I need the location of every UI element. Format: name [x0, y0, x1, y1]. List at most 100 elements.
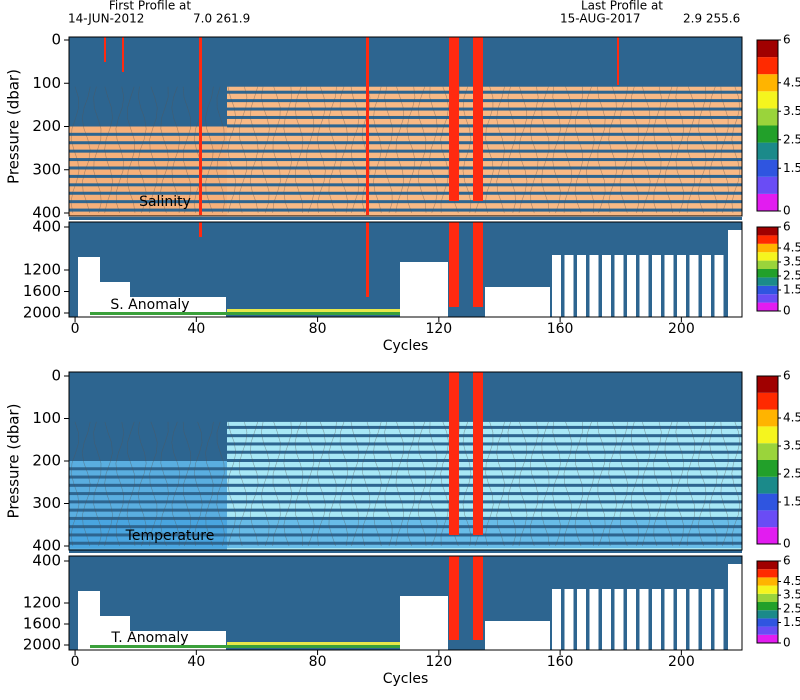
field-contour: [70, 421, 80, 547]
field-contour: [70, 86, 80, 214]
colorbar-segment: [757, 376, 778, 393]
field-stripe: [69, 191, 742, 195]
colorbar-tick-label: 6: [783, 554, 791, 568]
field-contour: [350, 421, 360, 547]
field-contour: [294, 86, 304, 214]
field-contour: [193, 86, 203, 214]
field-contour: [440, 421, 449, 547]
x-tick-label: 0: [71, 321, 80, 337]
field-region: [227, 642, 407, 646]
field-region: [552, 255, 561, 317]
field-contour: [630, 86, 640, 214]
y-tick-label: 200: [32, 452, 61, 470]
field-contour: [160, 421, 169, 547]
field-contour: [563, 421, 573, 547]
field-contour: [720, 421, 729, 547]
colorbar-tick-label: 2.5: [783, 132, 800, 146]
field-stripe: [69, 132, 742, 136]
field-contour: [384, 86, 393, 214]
y-tick-label: 1200: [23, 261, 61, 279]
field-region: [227, 309, 407, 313]
field-stripe: [227, 450, 742, 454]
field-stripe: [69, 475, 742, 479]
field-contour: [395, 86, 405, 214]
field-contour: [104, 86, 113, 214]
field-contour: [619, 86, 629, 214]
field-contour: [384, 421, 393, 547]
field-region: [485, 621, 550, 650]
field-contour: [227, 421, 237, 547]
colorbar-tick-label: 4.5: [783, 241, 800, 255]
x-tick-label: 80: [309, 654, 327, 670]
field-highlight: [104, 37, 106, 62]
colorbar-segment: [757, 561, 778, 570]
colorbar-segment: [757, 593, 778, 602]
field-highlight: [366, 37, 369, 215]
field-stripe: [69, 158, 742, 162]
field-contour: [160, 86, 169, 214]
colorbar-tick-label: 2.5: [783, 467, 800, 481]
colorbar-tick-label: 6: [783, 220, 791, 234]
colorbar-segment: [757, 277, 778, 286]
colorbar-segment: [757, 409, 778, 427]
field-contour: [709, 421, 718, 547]
colorbar-segment: [757, 602, 778, 611]
colorbar-tick-label: 3.5: [783, 439, 800, 453]
field-region: [589, 589, 599, 650]
field-stripe: [69, 516, 742, 520]
colorbar-segment: [757, 269, 778, 278]
y-axis-label: Pressure (dbar): [5, 404, 23, 519]
colorbar-segment: [757, 142, 778, 160]
field-contour: [126, 421, 136, 547]
field-contour: [283, 86, 293, 214]
field-contour: [373, 421, 382, 547]
field-contour: [597, 421, 606, 547]
field-region: [614, 589, 624, 650]
colorbar-segment: [757, 91, 778, 109]
field-contour: [485, 86, 494, 214]
field-contour: [496, 86, 505, 214]
field-contour: [283, 421, 293, 547]
colorbar-tick-label: 3.5: [783, 255, 800, 269]
colorbar-tick-label: 3.5: [783, 104, 800, 118]
colorbar-segment: [757, 510, 778, 528]
field-region: [627, 255, 636, 317]
y-tick-label: 1600: [23, 615, 61, 633]
x-axis-label: Cycles: [383, 338, 429, 354]
field-contour: [137, 86, 147, 214]
field-stripe: [69, 492, 742, 496]
y-tick-label: 1200: [23, 594, 61, 612]
field-contour: [249, 86, 259, 214]
colorbar-segment: [757, 460, 778, 477]
x-tick-label: 120: [425, 321, 452, 337]
y-tick-label: 400: [32, 204, 61, 222]
field-contour: [529, 86, 539, 214]
colorbar-tick-label: 6: [783, 369, 791, 383]
y-tick-label: 2000: [23, 636, 61, 654]
y-tick-label: 2000: [23, 304, 61, 322]
field-contour: [317, 421, 326, 547]
field-contour: [205, 421, 214, 547]
field-stripe: [227, 124, 742, 128]
field-contour: [149, 86, 158, 214]
x-tick-label: 120: [425, 654, 452, 670]
colorbar-segment: [757, 74, 778, 92]
field-contour: [238, 421, 248, 547]
field-stripe: [227, 99, 742, 103]
field-contour: [664, 421, 673, 547]
field-contour: [193, 421, 203, 547]
field-region: [677, 255, 686, 317]
colorbar-segment: [757, 260, 778, 269]
field-contour: [182, 86, 192, 214]
colorbar-tick-label: 0: [783, 537, 791, 551]
field-highlight: [473, 37, 483, 201]
field-contour: [261, 421, 270, 547]
field-region: [702, 589, 711, 650]
field-highlight: [449, 222, 459, 307]
colorbar-segment: [757, 285, 778, 295]
header-annotation: 15-AUG-2017: [560, 12, 641, 26]
colorbar-tick-label: 1.5: [783, 283, 800, 297]
field-contour: [216, 421, 225, 547]
field-region: [552, 589, 561, 650]
